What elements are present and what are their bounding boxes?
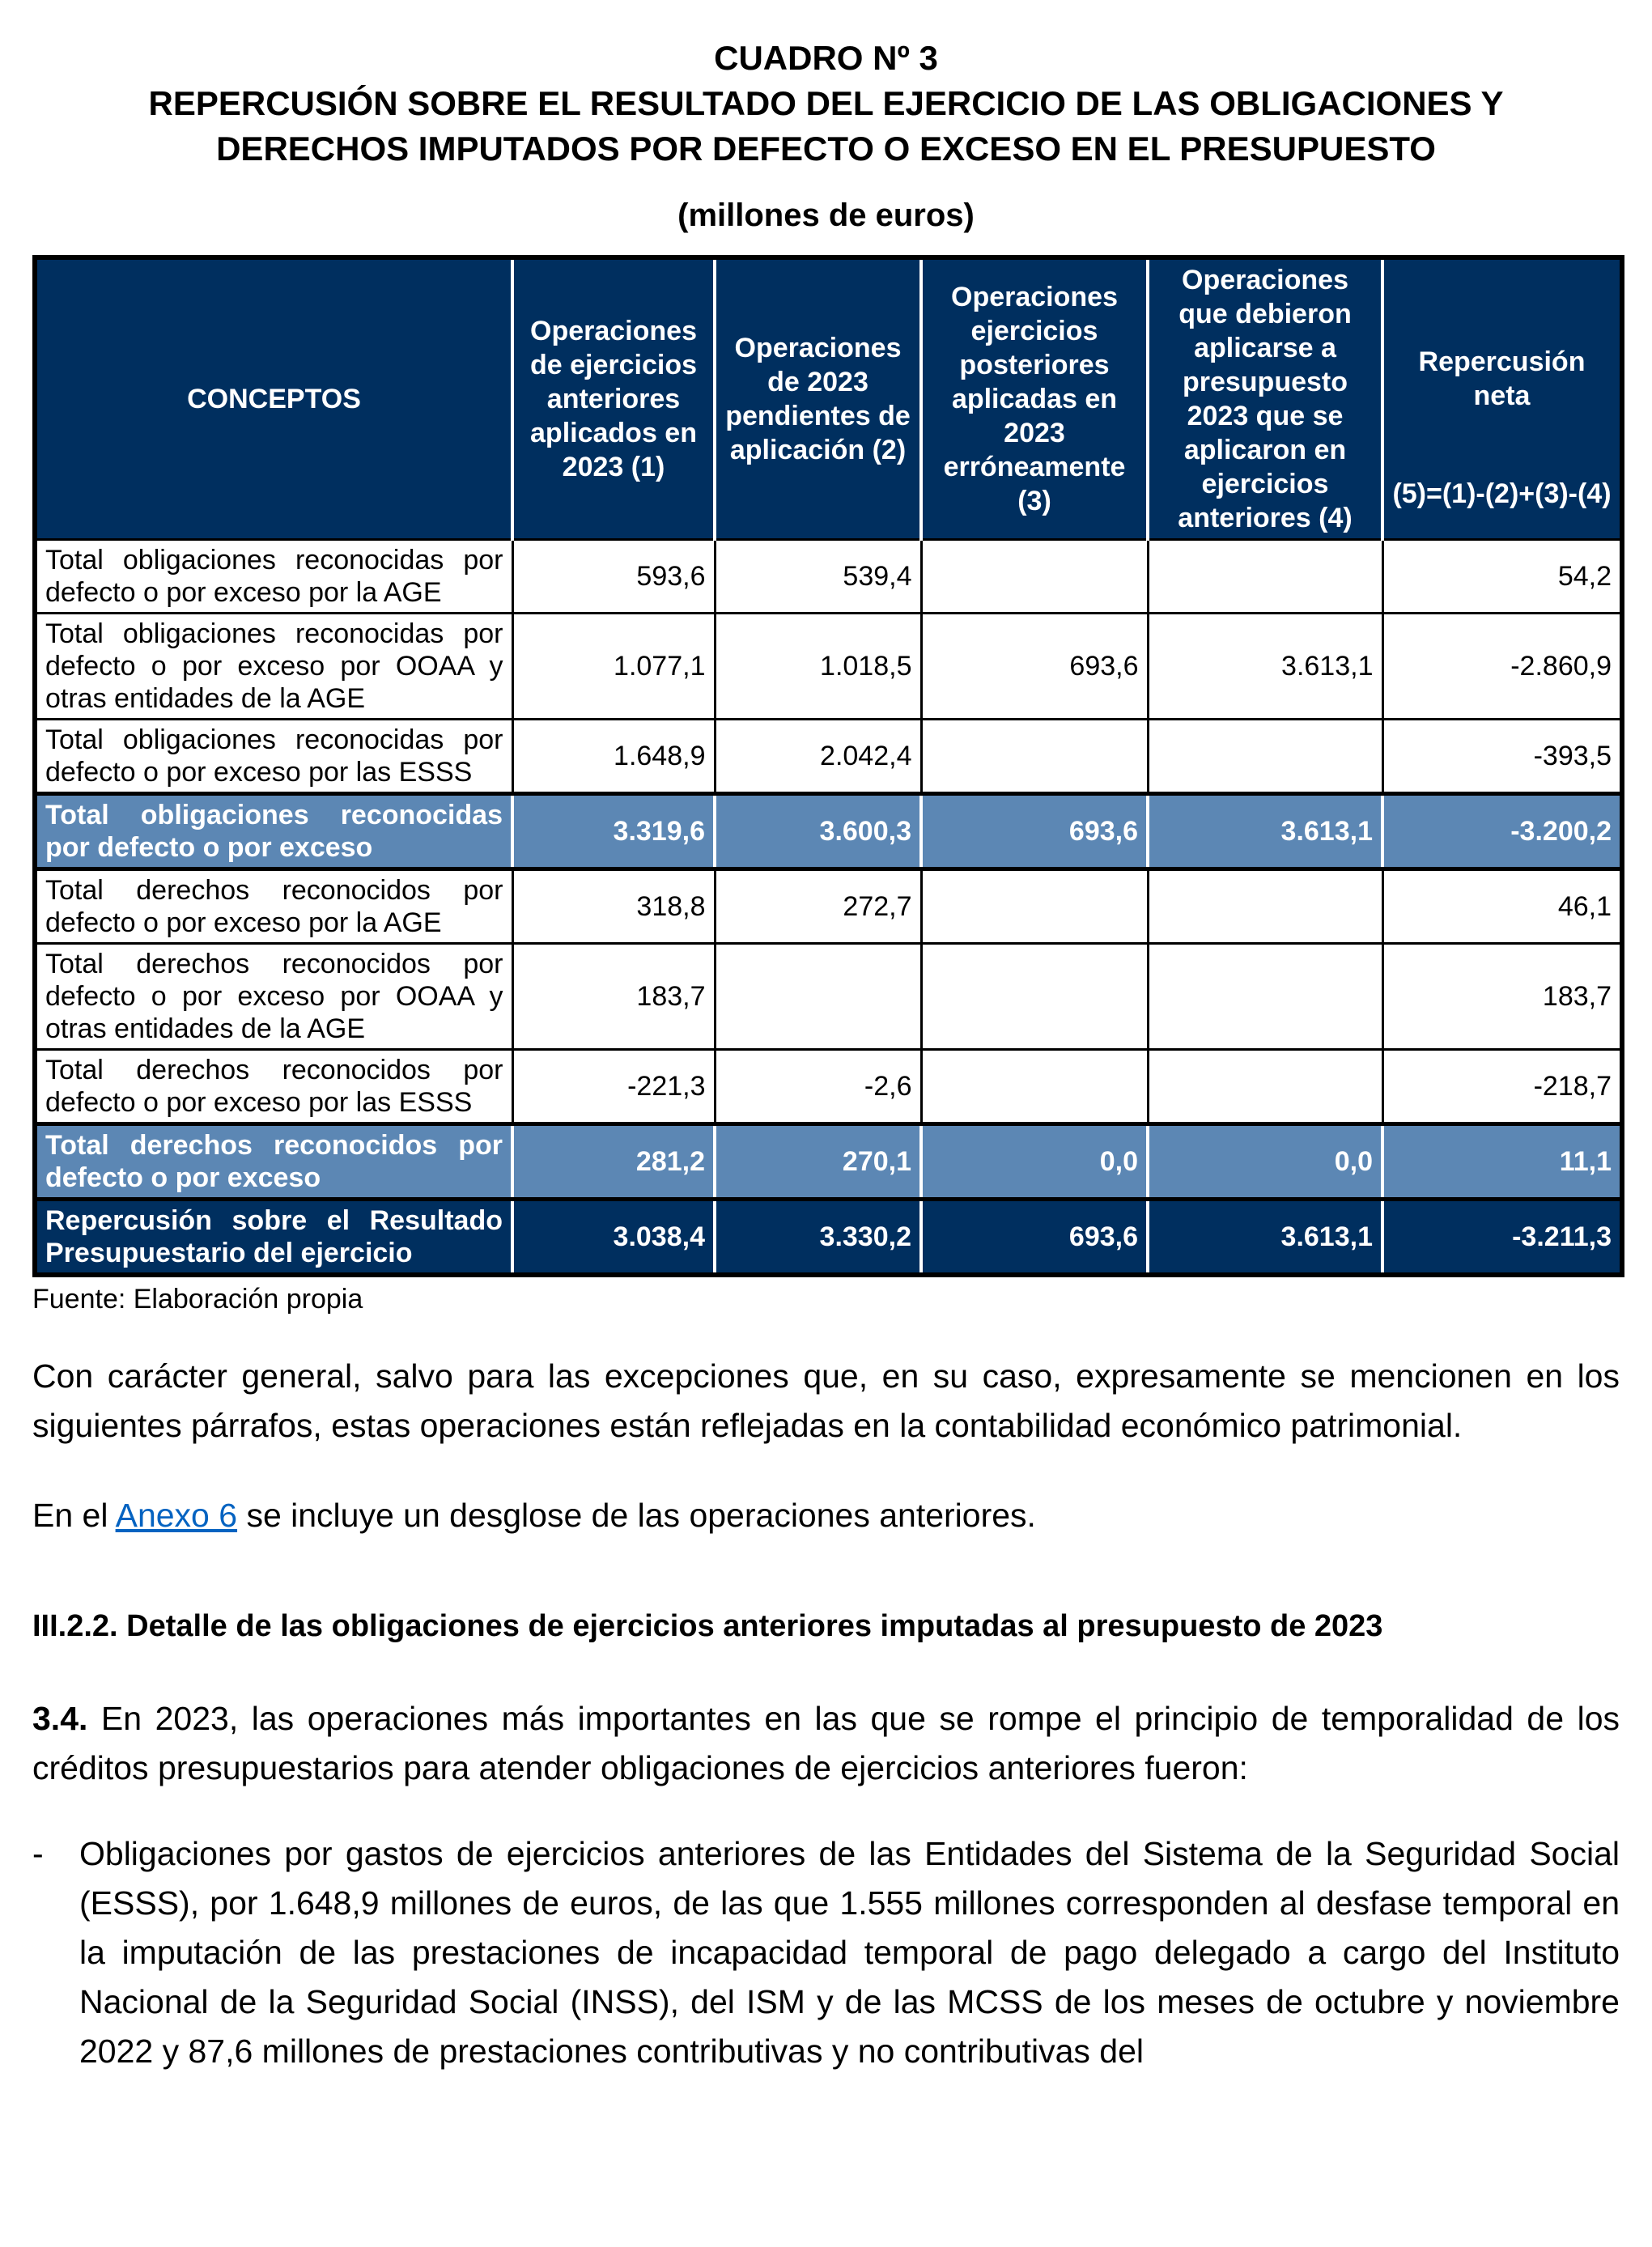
row-value: 54,2 xyxy=(1381,538,1624,614)
row-concept: Total derechos reconocidos por defecto o… xyxy=(33,1048,514,1125)
bullet-text: Obligaciones por gastos de ejercicios an… xyxy=(79,1835,1620,2070)
bullet-dash: - xyxy=(32,1835,44,1872)
table-title-line1: CUADRO Nº 3 xyxy=(714,39,938,77)
row-value: -393,5 xyxy=(1381,718,1624,795)
table-title-line3: DERECHOS IMPUTADOS POR DEFECTO O EXCESO … xyxy=(216,130,1436,168)
header-col1: Operaciones de ejercicios anteriores apl… xyxy=(511,255,716,541)
row-value: 1.648,9 xyxy=(511,718,716,795)
row-value: -3.200,2 xyxy=(1381,792,1624,871)
row-value: 281,2 xyxy=(511,1122,716,1201)
row-value: 272,7 xyxy=(713,868,923,945)
paragraph-3-4-text: En 2023, las operaciones más importantes… xyxy=(32,1700,1620,1786)
row-concept: Total derechos reconocidos por defecto o… xyxy=(33,1122,514,1201)
header-col5: Repercusión neta (5)=(1)-(2)+(3)-(4) xyxy=(1381,255,1624,541)
row-value: 270,1 xyxy=(713,1122,923,1201)
table-units-label: (millones de euros) xyxy=(677,198,975,233)
row-value: -3.211,3 xyxy=(1381,1197,1624,1277)
paragraph-anexo-post: se incluye un desglose de las operacione… xyxy=(237,1497,1036,1534)
header-col5-title: Repercusión neta xyxy=(1418,346,1586,411)
row-value: 693,6 xyxy=(919,612,1149,720)
row-value: 318,8 xyxy=(511,868,716,945)
table-row-obligaciones-esss: Total obligaciones reconocidas por defec… xyxy=(33,718,1624,795)
header-conceptos: CONCEPTOS xyxy=(33,255,514,541)
row-value: 3.038,4 xyxy=(511,1197,716,1277)
table-row-derechos-ooaa: Total derechos reconocidos por defecto o… xyxy=(33,942,1624,1051)
row-value: -221,3 xyxy=(511,1048,716,1125)
row-value xyxy=(919,1048,1149,1125)
row-value: 3.319,6 xyxy=(511,792,716,871)
table-header-row: CONCEPTOS Operaciones de ejercicios ante… xyxy=(33,255,1624,541)
row-value: 539,4 xyxy=(713,538,923,614)
row-value: 693,6 xyxy=(919,1197,1149,1277)
row-concept: Total obligaciones reconocidas por defec… xyxy=(33,612,514,720)
row-value: -2.860,9 xyxy=(1381,612,1624,720)
row-concept: Total obligaciones reconocidas por defec… xyxy=(33,792,514,871)
table-source-note: Fuente: Elaboración propia xyxy=(32,1284,363,1315)
row-value: 0,0 xyxy=(919,1122,1149,1201)
row-concept: Total derechos reconocidos por defecto o… xyxy=(33,942,514,1051)
paragraph-anexo-pre: En el xyxy=(32,1497,116,1534)
row-value xyxy=(919,868,1149,945)
row-value: 1.077,1 xyxy=(511,612,716,720)
row-concept: Repercusión sobre el Resultado Presupues… xyxy=(33,1197,514,1277)
bullet-item-esss: - Obligaciones por gastos de ejercicios … xyxy=(32,1829,1620,2076)
row-value: 3.613,1 xyxy=(1146,612,1384,720)
row-value: -218,7 xyxy=(1381,1048,1624,1125)
table-row-total-derechos: Total derechos reconocidos por defecto o… xyxy=(33,1122,1624,1201)
row-value xyxy=(713,942,923,1051)
row-value xyxy=(1146,718,1384,795)
row-value: 2.042,4 xyxy=(713,718,923,795)
row-value: 3.613,1 xyxy=(1146,1197,1384,1277)
table-row-total-obligaciones: Total obligaciones reconocidas por defec… xyxy=(33,792,1624,871)
row-value: 3.600,3 xyxy=(713,792,923,871)
row-value: 183,7 xyxy=(1381,942,1624,1051)
table-row-repercusion-resultado: Repercusión sobre el Resultado Presupues… xyxy=(33,1197,1624,1277)
row-value xyxy=(919,718,1149,795)
row-concept: Total obligaciones reconocidas por defec… xyxy=(33,538,514,614)
row-value: 46,1 xyxy=(1381,868,1624,945)
row-value: 0,0 xyxy=(1146,1122,1384,1201)
row-value: -2,6 xyxy=(713,1048,923,1125)
table-row-obligaciones-age: Total obligaciones reconocidas por defec… xyxy=(33,538,1624,614)
row-value: 3.330,2 xyxy=(713,1197,923,1277)
header-col2: Operaciones de 2023 pendientes de aplica… xyxy=(713,255,923,541)
header-col3: Operaciones ejercicios posteriores aplic… xyxy=(919,255,1149,541)
row-value xyxy=(1146,538,1384,614)
table-title-line2: REPERCUSIÓN SOBRE EL RESULTADO DEL EJERC… xyxy=(148,84,1504,122)
paragraph-3-4: 3.4. En 2023, las operaciones más import… xyxy=(32,1694,1620,1793)
row-value: 183,7 xyxy=(511,942,716,1051)
row-value xyxy=(1146,868,1384,945)
table-row-obligaciones-ooaa: Total obligaciones reconocidas por defec… xyxy=(33,612,1624,720)
header-col4: Operaciones que debieron aplicarse a pre… xyxy=(1146,255,1384,541)
row-value: 593,6 xyxy=(511,538,716,614)
row-value: 1.018,5 xyxy=(713,612,923,720)
paragraph-anexo: En el Anexo 6 se incluye un desglose de … xyxy=(32,1491,1620,1540)
row-value xyxy=(919,538,1149,614)
row-concept: Total obligaciones reconocidas por defec… xyxy=(33,718,514,795)
row-value xyxy=(919,942,1149,1051)
section-heading: III.2.2. Detalle de las obligaciones de … xyxy=(32,1609,1383,1643)
row-value xyxy=(1146,942,1384,1051)
paragraph-general: Con carácter general, salvo para las exc… xyxy=(32,1357,1620,1444)
header-col5-formula: (5)=(1)-(2)+(3)-(4) xyxy=(1392,478,1612,509)
row-concept: Total derechos reconocidos por defecto o… xyxy=(33,868,514,945)
anexo-6-link[interactable]: Anexo 6 xyxy=(115,1497,238,1534)
paragraph-3-4-number: 3.4. xyxy=(32,1700,88,1737)
row-value: 693,6 xyxy=(919,792,1149,871)
row-value: 11,1 xyxy=(1381,1122,1624,1201)
table-row-derechos-age: Total derechos reconocidos por defecto o… xyxy=(33,868,1624,945)
table-row-derechos-esss: Total derechos reconocidos por defecto o… xyxy=(33,1048,1624,1125)
row-value xyxy=(1146,1048,1384,1125)
table-title: CUADRO Nº 3 REPERCUSIÓN SOBRE EL RESULTA… xyxy=(32,36,1620,172)
cuadro-3-table: CONCEPTOS Operaciones de ejercicios ante… xyxy=(32,255,1624,1277)
row-value: 3.613,1 xyxy=(1146,792,1384,871)
